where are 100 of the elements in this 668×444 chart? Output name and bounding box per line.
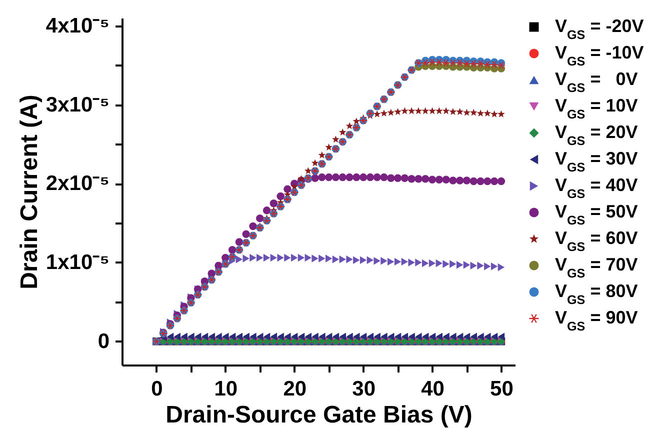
point bbox=[242, 230, 250, 238]
point bbox=[442, 332, 450, 340]
point bbox=[374, 332, 380, 340]
x-tick-label: 0 bbox=[151, 378, 163, 400]
point bbox=[312, 332, 318, 340]
point bbox=[346, 122, 354, 130]
point bbox=[270, 254, 278, 262]
point bbox=[456, 108, 464, 115]
point bbox=[450, 332, 456, 340]
point bbox=[380, 173, 388, 182]
point bbox=[428, 176, 436, 184]
point bbox=[463, 108, 470, 116]
point bbox=[408, 107, 416, 114]
point bbox=[298, 254, 305, 262]
point bbox=[352, 173, 360, 182]
point bbox=[435, 107, 443, 114]
point bbox=[188, 332, 194, 340]
point bbox=[360, 332, 367, 340]
point bbox=[442, 260, 450, 268]
point bbox=[490, 262, 498, 270]
point bbox=[484, 110, 492, 117]
point bbox=[284, 254, 291, 262]
point bbox=[304, 332, 312, 340]
point bbox=[318, 254, 326, 262]
point bbox=[400, 174, 409, 182]
legend-label: V$_{GS}$ = 0V bbox=[555, 69, 638, 95]
point bbox=[235, 238, 244, 246]
point bbox=[324, 173, 333, 182]
point bbox=[428, 332, 436, 340]
point bbox=[497, 62, 506, 69]
point bbox=[339, 255, 346, 264]
point bbox=[477, 332, 484, 340]
point bbox=[276, 192, 284, 200]
legend-label: V$_{GS}$ = 20V bbox=[555, 122, 638, 148]
point bbox=[415, 258, 422, 266]
point bbox=[332, 255, 340, 264]
point bbox=[422, 107, 430, 114]
point bbox=[325, 143, 333, 150]
y-tick-label: 3x10⁻⁵ bbox=[46, 93, 110, 116]
x-tick-label: 50 bbox=[490, 378, 514, 400]
point bbox=[387, 174, 395, 182]
point bbox=[374, 257, 380, 265]
point bbox=[236, 332, 243, 340]
point bbox=[470, 332, 477, 340]
point bbox=[394, 174, 402, 182]
point bbox=[449, 108, 457, 115]
y-axis-title: Drain Current (A) bbox=[16, 94, 43, 290]
point bbox=[250, 254, 256, 262]
point bbox=[222, 332, 229, 340]
y-tick-label: 2x10⁻⁵ bbox=[46, 172, 110, 196]
point bbox=[401, 107, 408, 114]
point bbox=[366, 256, 374, 264]
point bbox=[414, 107, 422, 114]
legend-label: V$_{GS}$ = -10V bbox=[555, 42, 644, 68]
point bbox=[476, 177, 484, 186]
point bbox=[421, 59, 430, 67]
point bbox=[476, 110, 484, 117]
y-tick-label: 0 bbox=[98, 330, 110, 353]
point bbox=[373, 110, 381, 118]
point bbox=[318, 173, 326, 182]
point bbox=[180, 332, 188, 340]
x-tick-label: 30 bbox=[352, 378, 376, 400]
point bbox=[353, 332, 360, 340]
point bbox=[498, 332, 505, 340]
point bbox=[242, 254, 250, 262]
point bbox=[304, 254, 312, 262]
point bbox=[463, 332, 470, 340]
point bbox=[470, 262, 477, 270]
point bbox=[194, 332, 202, 340]
point bbox=[366, 332, 374, 340]
point bbox=[497, 177, 506, 186]
point bbox=[332, 173, 340, 182]
y-tick-label: 1x10⁻⁵ bbox=[46, 250, 110, 274]
point bbox=[490, 60, 498, 68]
point bbox=[436, 332, 443, 340]
point bbox=[228, 332, 236, 340]
point bbox=[394, 108, 402, 115]
point bbox=[380, 257, 388, 265]
point bbox=[346, 255, 353, 264]
point bbox=[394, 332, 402, 340]
point bbox=[490, 332, 498, 340]
point bbox=[428, 259, 436, 268]
point bbox=[456, 332, 464, 340]
legend-label: V$_{GS}$ = 30V bbox=[555, 148, 638, 174]
point bbox=[338, 173, 347, 182]
point bbox=[366, 173, 374, 182]
point bbox=[463, 260, 470, 269]
point bbox=[201, 332, 208, 340]
point bbox=[311, 159, 319, 166]
point bbox=[304, 167, 312, 174]
point bbox=[346, 332, 353, 340]
point bbox=[388, 332, 394, 340]
legend-label: V$_{GS}$ = 70V bbox=[555, 254, 638, 280]
point bbox=[352, 117, 360, 124]
point bbox=[380, 332, 388, 340]
point bbox=[318, 151, 326, 158]
point bbox=[408, 258, 415, 266]
point bbox=[277, 332, 284, 340]
point bbox=[270, 199, 278, 208]
point bbox=[456, 176, 464, 184]
